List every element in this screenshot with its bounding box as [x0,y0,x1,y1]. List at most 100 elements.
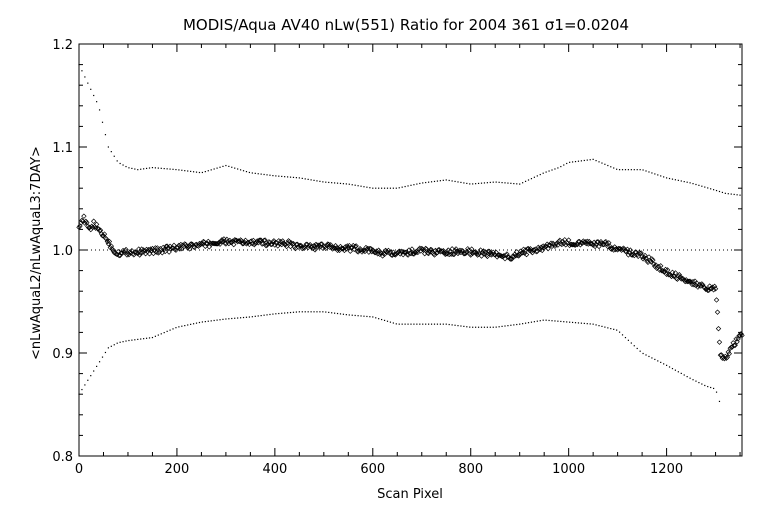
data-point [250,237,257,244]
data-point [495,252,501,258]
bound-point [134,168,136,170]
bound-point [375,317,377,319]
bound-point [257,173,259,175]
bound-point [642,352,644,355]
bound-point [334,312,336,314]
bound-point [674,179,677,181]
data-point [396,248,402,254]
bound-point [84,384,86,386]
data-point [315,244,321,250]
bound-point [381,318,383,321]
data-point [168,246,174,252]
bound-point [610,328,612,330]
series-upper-bound [78,64,741,196]
data-point [253,240,259,246]
bound-point [486,182,488,184]
bound-point [222,165,224,168]
data-point [731,342,737,349]
bound-point [701,383,703,385]
data-point [82,220,88,226]
data-point [101,231,108,237]
bound-point [457,325,459,327]
bound-point [469,326,471,328]
bound-point [610,166,612,168]
data-point [411,251,417,257]
bound-point [630,342,632,344]
bound-point [445,323,447,325]
data-point [603,238,609,245]
data-point [92,225,99,231]
data-point [318,241,324,247]
bound-point [166,330,168,332]
bound-point [319,180,321,182]
bound-point [569,321,571,323]
bound-point [557,167,559,169]
data-point [296,242,303,249]
bound-point [260,173,262,175]
bound-point [257,315,259,317]
bound-point [222,318,224,320]
bound-point [548,319,550,322]
data-point [489,251,495,257]
data-point [417,245,423,251]
bound-point [134,339,136,341]
bound-point [404,323,406,325]
data-point [614,247,621,253]
bound-point [269,174,271,176]
bound-point [548,170,550,172]
bound-point [307,178,309,180]
bound-point [184,325,186,327]
bound-point [175,168,177,171]
data-point [152,245,159,251]
bound-point [281,175,283,178]
bound-point [733,193,735,196]
bound-point [157,334,159,336]
data-point [662,266,669,273]
bound-point [169,329,171,331]
data-point [587,240,593,247]
data-point [109,246,115,252]
bound-point [730,193,732,195]
x-axis-label: Scan Pixel [377,487,443,502]
bound-point [392,322,394,324]
bound-point [137,169,139,171]
bound-point [524,322,527,324]
bound-point [198,321,201,324]
bound-point [342,183,345,185]
bound-point [692,379,694,381]
bound-point [463,182,465,184]
bound-point [345,183,347,185]
bound-point [533,321,535,323]
bound-point [613,167,615,169]
bound-point [143,168,145,170]
bound-point [245,170,248,173]
bound-point [319,311,321,313]
data-point [428,247,435,253]
bound-point [483,182,486,184]
data-point [162,248,168,255]
bound-point [237,168,239,170]
bound-point [145,167,148,170]
data-point [257,237,263,243]
bound-point [148,167,151,169]
bound-point [301,311,303,313]
bound-point [172,328,174,330]
data-point [123,246,129,253]
bound-point [363,315,365,317]
bound-point [445,179,447,181]
bound-point [128,339,130,342]
bound-point [116,342,118,344]
bound-point [560,320,562,323]
bound-point [272,174,274,177]
bound-point [501,325,503,327]
data-point [248,238,255,244]
x-tick-label: 400 [262,462,287,477]
bound-point [695,380,697,382]
bound-point [87,82,89,84]
data-point [239,240,246,247]
bound-point [519,183,521,185]
bound-point [219,319,221,321]
data-point [251,241,257,248]
bound-point [404,185,406,188]
bound-point [101,121,104,123]
